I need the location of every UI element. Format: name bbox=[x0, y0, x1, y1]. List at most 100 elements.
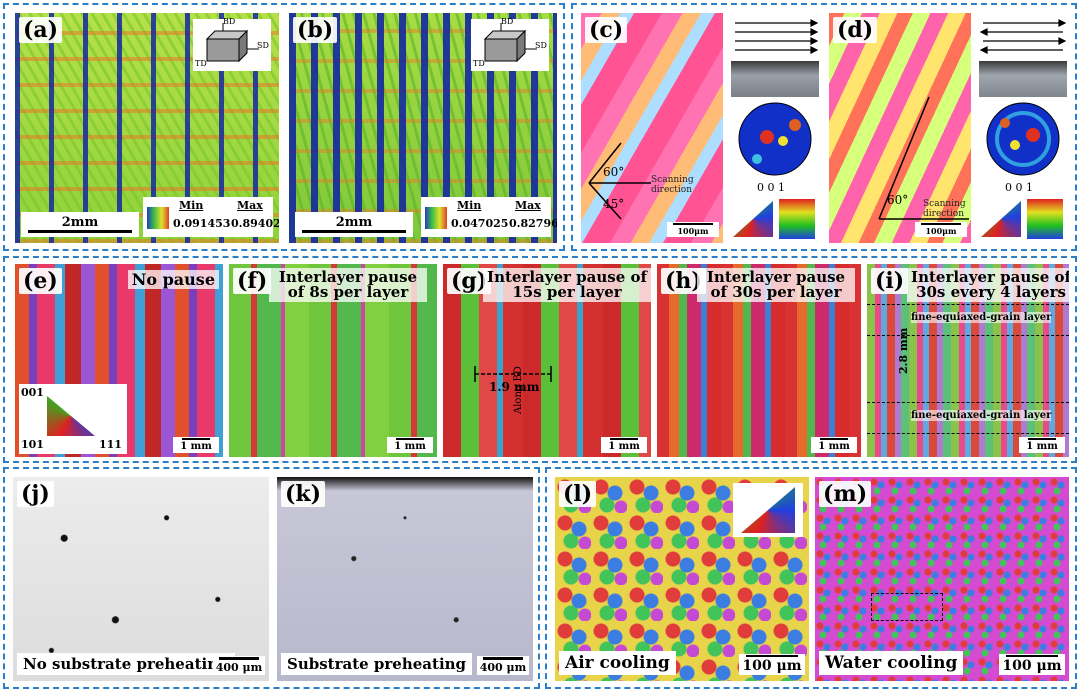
measure-arrow bbox=[474, 366, 552, 382]
panel-l: (l) Air cooling 100 μm bbox=[555, 477, 809, 681]
panel-d: (d) 60° Scanning direction 100μm 0 0 1 bbox=[829, 13, 1069, 243]
panel-label: (a) bbox=[19, 17, 63, 43]
panel-label: (f) bbox=[233, 268, 272, 294]
scale-bar-text: 2mm bbox=[61, 215, 99, 230]
scale-bar: 100 μm bbox=[739, 654, 805, 675]
panel-title: Interlayer pause of 30s per layer bbox=[697, 268, 855, 302]
ipf-111-label: 111 bbox=[99, 438, 122, 451]
panel-label: (j) bbox=[17, 481, 54, 507]
panel-caption: Water cooling bbox=[819, 651, 964, 675]
max-value: 0.89402 bbox=[231, 217, 279, 230]
scale-bar-text: 100μm bbox=[925, 226, 957, 236]
sd-axis-label: SD bbox=[535, 41, 547, 50]
panel-label: (h) bbox=[661, 268, 706, 294]
scale-bar: 100μm bbox=[915, 222, 967, 237]
panel-a: (a) BD TD SD 2mm Min Max 0.091453 0.8940… bbox=[15, 13, 279, 243]
panel-label: (b) bbox=[293, 17, 338, 43]
max-value: 0.82796 bbox=[509, 217, 557, 230]
group-e-i: (e) No pause 001 101 111 1 mm (f) Interl… bbox=[3, 256, 1077, 463]
color-scale-legend bbox=[1027, 199, 1063, 239]
scale-bar: 400 μm bbox=[213, 656, 265, 675]
td-axis-label: TD bbox=[473, 59, 485, 68]
colorbar-legend: Min Max 0.047025 0.82796 bbox=[421, 197, 557, 237]
angle-60: 60° bbox=[603, 165, 625, 179]
panel-title: No pause bbox=[127, 270, 219, 289]
sample-photo bbox=[731, 61, 819, 97]
group-jk: (j) No substrate preheating 400 μm (k) S… bbox=[3, 467, 540, 689]
panel-m: (m) Water cooling 100 μm bbox=[815, 477, 1069, 681]
angle-45: 45° bbox=[603, 197, 625, 211]
panel-label: (e) bbox=[19, 268, 62, 294]
top-dark-edge bbox=[277, 477, 533, 491]
min-label: Min bbox=[457, 199, 482, 212]
scale-bar-text: 1 mm bbox=[394, 441, 426, 452]
panel-label: (d) bbox=[833, 17, 878, 43]
ipf-101-label: 101 bbox=[21, 438, 44, 451]
sample-photo bbox=[979, 61, 1067, 97]
scanning-direction-label: Scanning direction bbox=[651, 175, 694, 195]
scale-bar: 1 mm bbox=[601, 437, 647, 453]
panel-i: (i) Interlayer pause of 30s every 4 laye… bbox=[867, 264, 1069, 457]
color-scale-legend bbox=[779, 199, 815, 239]
measure-label: 2.8 mm bbox=[897, 327, 910, 374]
scan-pattern-arrows-icon bbox=[735, 19, 819, 54]
scale-bar-text: 1 mm bbox=[818, 441, 850, 452]
pole-figure bbox=[986, 102, 1060, 176]
panel-label: (l) bbox=[559, 481, 597, 507]
scale-bar: 1 mm bbox=[811, 437, 857, 453]
scale-bar-text: 1 mm bbox=[180, 441, 212, 452]
min-label: Min bbox=[179, 199, 204, 212]
sd-axis-label: SD bbox=[257, 41, 269, 50]
panel-h: (h) Interlayer pause of 30s per layer 1 … bbox=[657, 264, 861, 457]
pole-index: 0 0 1 bbox=[757, 181, 785, 194]
ipf-triangle-legend bbox=[981, 201, 1021, 237]
panel-title: Interlayer pause of 15s per layer bbox=[483, 268, 651, 302]
scale-bar-text: 2mm bbox=[335, 215, 373, 230]
panel-label: (m) bbox=[819, 481, 872, 507]
inset-box bbox=[871, 593, 943, 621]
ipf-map bbox=[829, 13, 971, 243]
layer-band-bottom bbox=[867, 402, 1069, 434]
group-lm: (l) Air cooling 100 μm (m) Water cooling… bbox=[545, 467, 1077, 689]
ipf-triangle bbox=[47, 396, 95, 436]
panel-title: Interlayer pause of 30s every 4 layers bbox=[907, 268, 1069, 302]
scan-pattern-arrows-icon bbox=[979, 19, 1067, 54]
pole-figure bbox=[738, 102, 812, 176]
panel-g: (g) Interlayer pause of 15s per layer 1.… bbox=[443, 264, 651, 457]
panel-caption: Air cooling bbox=[559, 651, 676, 675]
panel-title: Interlayer pause of 8s per layer bbox=[269, 268, 427, 302]
angle-annotation bbox=[588, 142, 651, 220]
scale-bar: 100μm bbox=[667, 222, 719, 237]
min-value: 0.047025 bbox=[451, 217, 509, 230]
scale-bar-text: 100μm bbox=[677, 226, 709, 236]
ipf-triangle-legend bbox=[733, 483, 803, 537]
scale-bar: 2mm bbox=[295, 212, 413, 237]
scale-bar-text: 400 μm bbox=[479, 661, 527, 674]
pole-index: 0 0 1 bbox=[1005, 181, 1033, 194]
ipf-triangle bbox=[741, 487, 795, 533]
coordinate-cube-icon: BD TD SD bbox=[471, 17, 549, 71]
bd-axis-label: BD bbox=[223, 17, 236, 26]
scale-bar: 400 μm bbox=[477, 656, 529, 675]
colorbar-swatch bbox=[425, 207, 447, 229]
measure-label: 1.9 mm bbox=[489, 380, 540, 394]
group-cd: (c) 60° 45° Scanning direction 100μm bbox=[571, 3, 1077, 251]
panel-e: (e) No pause 001 101 111 1 mm bbox=[15, 264, 223, 457]
colorbar-swatch bbox=[147, 207, 169, 229]
layer-label-bottom: fine-equiaxed-grain layer bbox=[911, 410, 1052, 421]
max-label: Max bbox=[237, 199, 263, 212]
along-bd-label: Along BD bbox=[513, 366, 524, 414]
scale-bar: 1 mm bbox=[1019, 437, 1065, 453]
group-ab: (a) BD TD SD 2mm Min Max 0.091453 0.8940… bbox=[3, 3, 565, 251]
scale-bar: 1 mm bbox=[387, 437, 433, 453]
ipf-map bbox=[581, 13, 723, 243]
ipf-001-label: 001 bbox=[21, 386, 44, 399]
scanning-direction-label: Scanning direction bbox=[923, 199, 966, 219]
td-axis-label: TD bbox=[195, 59, 207, 68]
min-value: 0.091453 bbox=[173, 217, 231, 230]
panel-j: (j) No substrate preheating 400 μm bbox=[13, 477, 269, 681]
scale-bar-text: 1 mm bbox=[1026, 441, 1058, 452]
panel-label: (c) bbox=[585, 17, 628, 43]
angle-60: 60° bbox=[887, 193, 909, 207]
ipf-triangle-legend bbox=[733, 201, 773, 237]
